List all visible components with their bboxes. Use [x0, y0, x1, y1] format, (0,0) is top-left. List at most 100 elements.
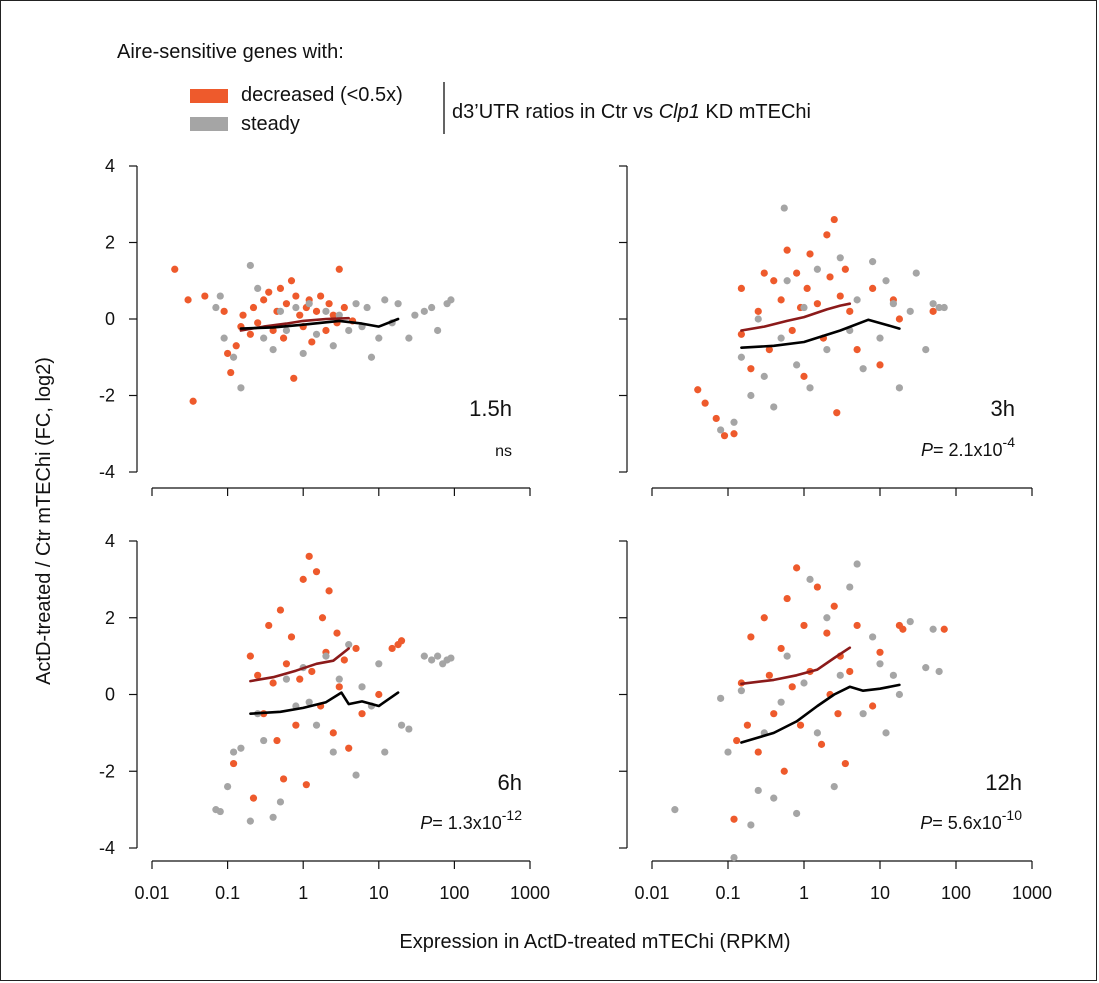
point-steady [229, 748, 238, 756]
point-decreased [282, 300, 291, 308]
point-steady [352, 300, 360, 308]
point-decreased [783, 594, 791, 603]
point-steady [770, 403, 778, 411]
point-steady [717, 694, 725, 702]
y-tick-label: -4 [99, 838, 115, 858]
point-decreased [345, 744, 353, 752]
point-decreased [783, 246, 791, 254]
point-decreased [229, 759, 238, 768]
point-steady [760, 372, 768, 380]
point-steady [237, 744, 245, 752]
point-decreased [312, 307, 321, 315]
x-tick-label: 0.1 [215, 883, 240, 903]
trend-line-steady [249, 691, 400, 715]
point-decreased [876, 648, 884, 656]
point-decreased [841, 265, 849, 273]
panel-1-5h: 4 2 0 -2 -4 1.5h ns [99, 156, 531, 496]
p-value-label: P= 1.3x10-12 [420, 807, 522, 833]
point-decreased [189, 397, 197, 405]
point-decreased [254, 319, 262, 327]
point-steady [906, 307, 914, 315]
point-steady [224, 783, 232, 791]
point-decreased [279, 334, 288, 342]
point-decreased [834, 710, 842, 718]
point-steady [428, 656, 436, 664]
x-tick-label: 100 [439, 883, 469, 903]
point-steady [229, 353, 238, 361]
point-steady [375, 334, 383, 342]
point-steady [216, 807, 224, 816]
point-steady [352, 771, 360, 779]
point-decreased [312, 568, 321, 576]
point-decreased [793, 564, 801, 572]
point-decreased [823, 231, 831, 239]
point-decreased [397, 637, 406, 645]
point-decreased [308, 338, 316, 346]
point-steady [806, 575, 814, 583]
point-decreased [305, 552, 313, 560]
point-decreased [846, 667, 854, 676]
point-decreased [823, 629, 831, 637]
point-steady [276, 307, 285, 315]
point-steady [806, 384, 814, 392]
point-steady [876, 334, 884, 342]
x-tick-label: 100 [941, 883, 971, 903]
point-decreased [287, 633, 296, 641]
x-tick-label: 1 [799, 883, 809, 903]
point-steady [411, 311, 419, 319]
point-steady [853, 560, 861, 568]
point-decreased [239, 311, 247, 319]
p-value-base: = 5.6x10 [932, 813, 1002, 833]
x-tick-label: 10 [870, 883, 890, 903]
point-steady [935, 303, 943, 312]
point-steady [254, 284, 262, 292]
point-decreased [184, 296, 192, 304]
point-steady [882, 277, 890, 285]
point-decreased [806, 250, 814, 258]
point-decreased [793, 269, 801, 277]
point-steady [434, 652, 442, 660]
point-decreased [743, 721, 752, 729]
point-decreased [737, 284, 745, 292]
point-steady [363, 303, 371, 312]
point-steady [754, 786, 762, 795]
point-decreased [899, 625, 907, 633]
point-steady [322, 307, 330, 315]
point-steady [246, 261, 254, 270]
point-decreased [171, 265, 179, 273]
point-decreased [777, 296, 785, 304]
point-steady [882, 729, 890, 737]
point-steady [813, 729, 821, 737]
point-steady [397, 721, 406, 729]
point-steady [935, 667, 943, 676]
y-axis-title: ActD-treated / Ctr mTEChi (FC, log2) [33, 357, 55, 685]
point-steady [305, 300, 313, 308]
point-steady [367, 353, 376, 361]
point-decreased [796, 721, 805, 729]
point-decreased [260, 296, 268, 304]
point-decreased [249, 794, 258, 802]
time-label: 1.5h [469, 396, 512, 421]
point-steady [381, 748, 389, 756]
point-decreased [335, 683, 343, 691]
trend-line-steady [740, 683, 901, 744]
trend-line-steady [740, 318, 901, 349]
point-steady [754, 315, 762, 323]
point-steady [447, 654, 455, 662]
point-steady [420, 652, 428, 660]
point-decreased [777, 644, 785, 653]
point-decreased [287, 277, 296, 285]
point-steady [800, 303, 808, 312]
p-value-label: P= 2.1x10-4 [921, 434, 1015, 460]
point-steady [335, 311, 343, 319]
y-tick-label: 0 [105, 685, 115, 705]
point-decreased [318, 614, 327, 622]
point-decreased [800, 372, 808, 380]
point-steady [869, 258, 877, 266]
point-decreased [780, 767, 788, 775]
point-steady [823, 614, 831, 622]
point-decreased [841, 759, 849, 768]
point-decreased [299, 575, 307, 583]
point-steady [895, 690, 904, 699]
